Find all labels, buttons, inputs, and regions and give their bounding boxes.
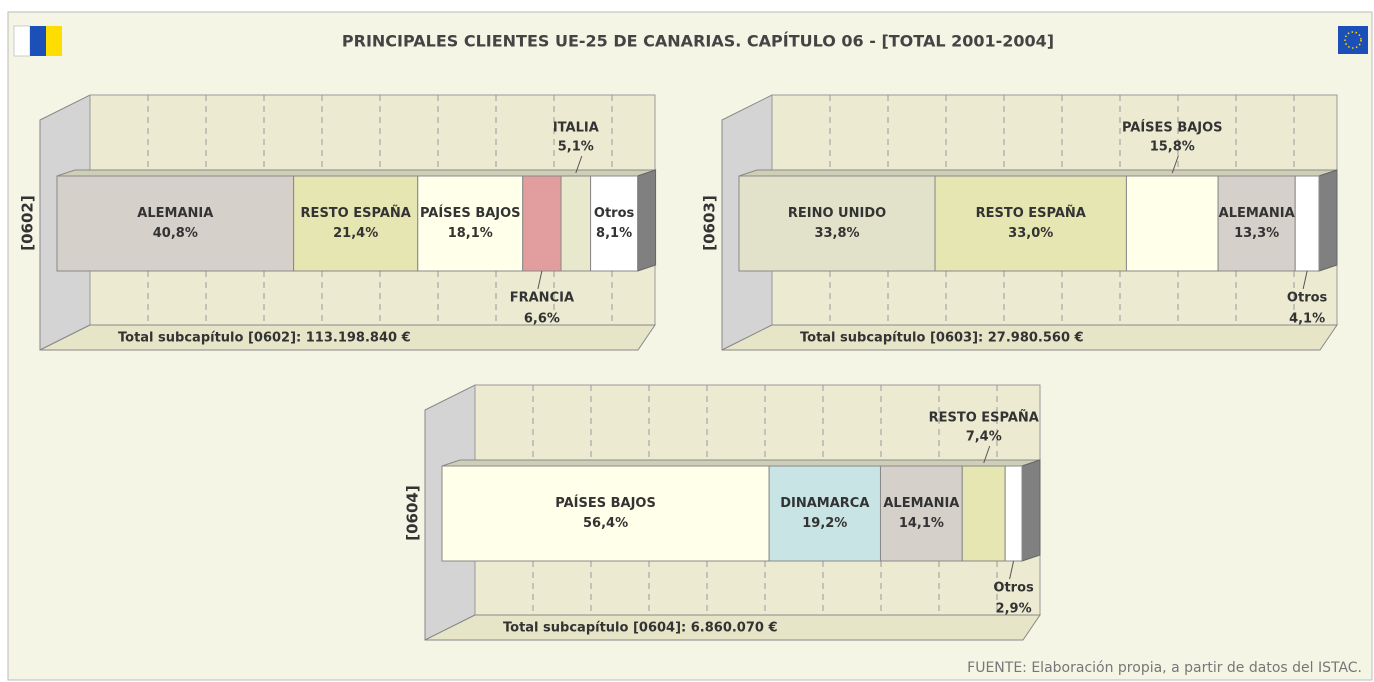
bar-segment (768, 465, 881, 562)
bar-segment (934, 175, 1127, 272)
bar-side (1318, 169, 1338, 272)
bar-segment (560, 175, 592, 272)
bar-segment (1004, 465, 1023, 562)
segment-name: FRANCIA (510, 291, 574, 306)
segment-value: 40,8% (153, 226, 198, 241)
segment-name: ITALIA (553, 121, 599, 136)
bar-segment (293, 175, 419, 272)
segment-value: 5,1% (558, 140, 594, 155)
segment-value: 18,1% (448, 226, 493, 241)
segment-name: RESTO ESPAÑA (976, 205, 1086, 221)
leader-line (1302, 270, 1308, 290)
segment-value: 4,1% (1289, 312, 1325, 327)
segment-value: 2,9% (996, 602, 1032, 617)
segment-name: ALEMANIA (1219, 206, 1295, 221)
bar-segment (1217, 175, 1296, 272)
bar-segment (961, 465, 1006, 562)
y-axis-label: [0603] (701, 195, 719, 250)
segment-value: 15,8% (1150, 140, 1195, 155)
segment-name: Otros (993, 581, 1034, 596)
total-label: Total subcapítulo [0602]: 113.198.840 € (118, 331, 411, 346)
bar-top (441, 459, 1041, 467)
segment-name: PAÍSES BAJOS (420, 205, 521, 221)
floor (721, 324, 1338, 351)
segment-name: RESTO ESPAÑA (929, 410, 1039, 426)
bar-segment (1125, 175, 1219, 272)
segment-value: 14,1% (899, 516, 944, 531)
segment-name: PAÍSES BAJOS (555, 495, 656, 511)
bar-segment (56, 175, 295, 272)
leader-line (575, 155, 583, 174)
leader-line (1171, 155, 1179, 174)
segment-value: 19,2% (802, 516, 847, 531)
floor (424, 614, 1041, 641)
bar-segment (738, 175, 936, 272)
segment-name: Otros (594, 206, 635, 221)
segment-value: 13,3% (1234, 226, 1279, 241)
leader-line (537, 270, 543, 290)
y-axis-label: [0604] (404, 485, 422, 540)
segment-name: PAÍSES BAJOS (1122, 120, 1223, 136)
segment-name: ALEMANIA (137, 206, 213, 221)
bar-top (56, 169, 656, 177)
bar-top (738, 169, 1338, 177)
page-title: PRINCIPALES CLIENTES UE-25 DE CANARIAS. … (342, 32, 1054, 51)
bar-segment (1294, 175, 1320, 272)
segment-value: 8,1% (596, 226, 632, 241)
segment-value: 21,4% (333, 226, 378, 241)
segment-name: DINAMARCA (780, 496, 869, 511)
segment-value: 33,8% (814, 226, 859, 241)
segment-value: 33,0% (1008, 226, 1053, 241)
total-label: Total subcapítulo [0604]: 6.860.070 € (503, 621, 778, 636)
segment-name: ALEMANIA (883, 496, 959, 511)
bar-segment (441, 465, 770, 562)
floor (39, 324, 656, 351)
leader-line (1009, 560, 1015, 580)
leader-line (983, 445, 991, 464)
segment-value: 56,4% (583, 516, 628, 531)
segment-value: 6,6% (524, 312, 560, 327)
segment-name: REINO UNIDO (788, 206, 886, 221)
bar-segment (417, 175, 524, 272)
total-label: Total subcapítulo [0603]: 27.980.560 € (800, 331, 1084, 346)
bar-segment (879, 465, 963, 562)
y-axis-label: [0602] (19, 195, 37, 250)
segment-value: 7,4% (966, 430, 1002, 445)
canary-flag (13, 25, 62, 57)
bar-side (1021, 459, 1041, 562)
eu-flag (1338, 26, 1368, 54)
segment-name: RESTO ESPAÑA (301, 205, 411, 221)
bar-segment (590, 175, 639, 272)
source-note: FUENTE: Elaboración propia, a partir de … (967, 660, 1362, 676)
segment-name: Otros (1287, 291, 1328, 306)
bar-segment (522, 175, 562, 272)
bar-side (637, 169, 657, 272)
